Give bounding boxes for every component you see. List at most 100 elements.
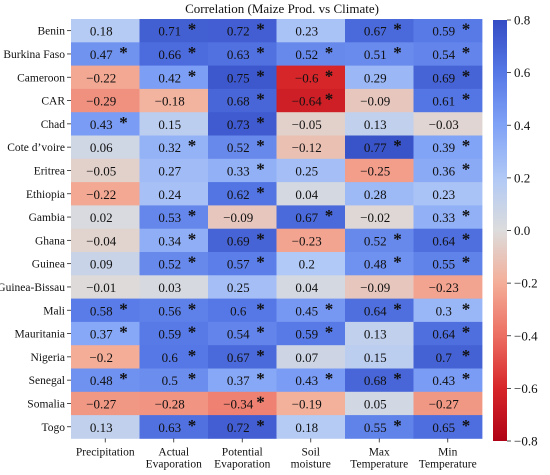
cell-value-label: 0.55	[364, 420, 387, 435]
cell-value-label: −0.01	[86, 280, 116, 295]
cell-value-label: 0.68	[227, 94, 250, 109]
significance-marker: *	[256, 253, 265, 272]
column-label-line: Actual	[158, 446, 189, 458]
colorbar-gradient	[493, 20, 507, 441]
heatmap-cell	[71, 112, 140, 136]
heatmap-cell	[413, 205, 483, 230]
cell-value-label: 0.69	[227, 233, 250, 248]
heatmap-cell	[208, 205, 277, 230]
cell-value-label: 0.42	[158, 70, 181, 85]
significance-marker: *	[462, 253, 471, 272]
cell-value-label: −0.34	[223, 396, 254, 411]
heatmap-cell	[345, 65, 414, 90]
column-label: Actual Evaporation	[146, 446, 202, 470]
heatmap-cell	[276, 252, 346, 276]
column-label: Min Temperature	[419, 446, 477, 470]
cell-value-label: 0.67	[295, 210, 318, 225]
cell-value-label: 0.27	[158, 163, 181, 178]
significance-marker: *	[256, 66, 265, 85]
row-label: Cameroon	[17, 72, 65, 84]
heatmap-cell	[71, 252, 140, 276]
cell-value-label: 0.72	[227, 24, 250, 39]
significance-marker: *	[393, 416, 402, 435]
heatmap-cell	[208, 158, 277, 183]
cell-value-label: 0.32	[158, 140, 181, 155]
cell-value-label: 0.54	[432, 47, 455, 62]
cell-value-label: 0.13	[364, 117, 387, 132]
heatmap-cell	[276, 158, 346, 183]
column-label: Potential Evaporation	[214, 446, 270, 470]
column-label-line: moisture	[291, 458, 331, 470]
heatmap-cell	[139, 228, 209, 253]
cell-value-label: 0.33	[227, 163, 250, 178]
cell-value-label: 0.37	[90, 327, 113, 342]
cell-value-label: 0.68	[364, 373, 387, 388]
column-label: Precipitation	[76, 446, 135, 458]
significance-marker: *	[188, 369, 197, 388]
cell-value-label: 0.52	[295, 47, 318, 62]
cell-value-label: 0.23	[295, 24, 318, 39]
cell-value-label: 0.64	[432, 327, 455, 342]
heatmap-cell	[71, 391, 140, 416]
significance-marker: *	[119, 323, 128, 342]
cell-value-label: −0.09	[360, 280, 390, 295]
cell-value-label: 0.48	[90, 373, 113, 388]
cell-value-label: 0.72	[227, 420, 250, 435]
cell-value-label: −0.05	[86, 163, 116, 178]
significance-marker: *	[119, 299, 128, 318]
cell-value-label: −0.09	[223, 210, 253, 225]
colorbar-tick-label: −0.6	[514, 381, 538, 396]
column-label-line: Temperature	[419, 458, 477, 470]
column-label-line: Temperature	[350, 458, 408, 470]
cell-value-label: −0.27	[429, 396, 460, 411]
colorbar-tick-label: 0.8	[514, 13, 530, 28]
cell-value-label: 0.69	[432, 70, 455, 85]
heatmap-cell	[345, 158, 414, 183]
cell-value-label: 0.6	[230, 303, 247, 318]
heatmap-cell	[345, 298, 414, 323]
significance-marker: *	[256, 299, 265, 318]
cell-value-label: −0.27	[86, 396, 117, 411]
significance-marker: *	[256, 159, 265, 178]
heatmap-cell	[208, 321, 277, 346]
colorbar-tick-label: 0.0	[514, 223, 530, 238]
row-label: Guinea-Bissau	[0, 282, 65, 294]
significance-marker: *	[119, 43, 128, 62]
heatmap-cell	[276, 391, 346, 416]
significance-marker: *	[462, 346, 471, 365]
heatmap-cell	[345, 88, 414, 113]
heatmap-cell	[413, 252, 483, 276]
cell-value-label: 0.61	[432, 94, 455, 109]
heatmap-cell	[276, 228, 346, 253]
significance-marker: *	[256, 43, 265, 62]
row-label: Ethiopia	[26, 189, 65, 201]
significance-marker: *	[256, 416, 265, 435]
significance-marker: *	[462, 136, 471, 155]
heatmap-cell	[139, 65, 209, 90]
significance-marker: *	[325, 299, 334, 318]
cell-value-label: 0.18	[90, 24, 113, 39]
heatmap-cell	[345, 135, 414, 160]
cell-value-label: 0.53	[158, 210, 181, 225]
cell-value-label: 0.05	[364, 396, 387, 411]
heatmap-cell	[71, 345, 140, 369]
cell-value-label: 0.36	[432, 163, 455, 178]
heatmap-cell	[139, 345, 209, 369]
significance-marker: *	[325, 66, 334, 85]
heatmap-cell	[276, 135, 346, 160]
heatmap-cell	[276, 19, 346, 43]
significance-marker: *	[256, 229, 265, 248]
row-label: Chad	[41, 119, 66, 131]
chart-title: Correlation (Maize Prod. vs Climate)	[185, 1, 379, 16]
significance-marker: *	[462, 323, 471, 342]
cell-value-label: 0.02	[90, 210, 113, 225]
significance-marker: *	[462, 369, 471, 388]
heatmap-cell	[208, 112, 277, 136]
significance-marker: *	[462, 90, 471, 109]
cell-value-label: 0.07	[295, 350, 318, 365]
cell-value-label: 0.23	[432, 187, 455, 202]
heatmap-cell	[208, 368, 277, 393]
colorbar: −0.8 −0.6 −0.4 −0.2 0.0 0.2 0.4 0.6 0.8	[493, 13, 538, 449]
heatmap-cell	[208, 415, 277, 439]
cell-value-label: −0.22	[86, 187, 116, 202]
